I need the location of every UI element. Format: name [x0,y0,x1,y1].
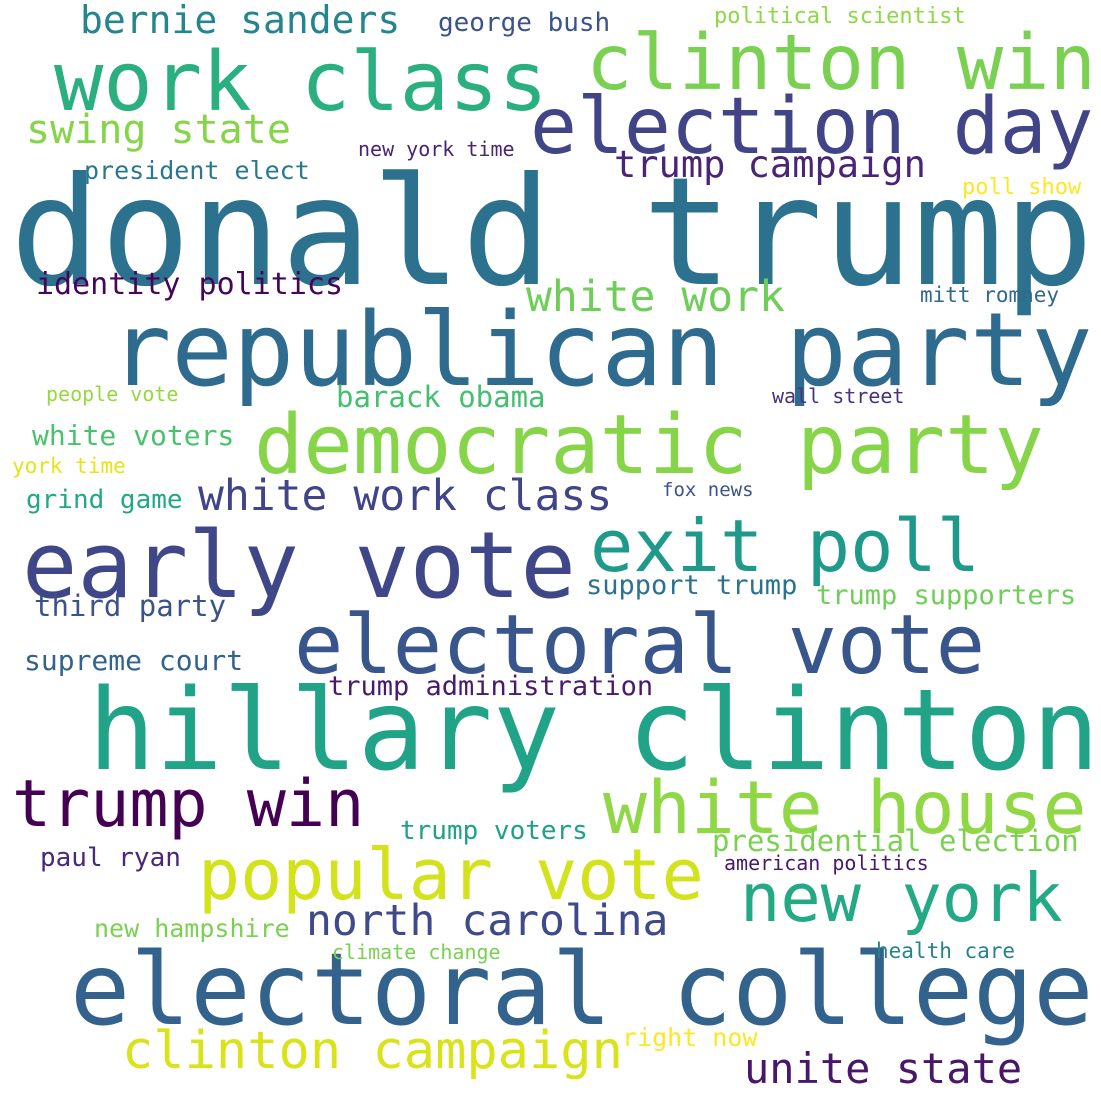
word: new york time [358,137,515,161]
word: grind game [26,485,183,515]
word: swing state [26,107,291,153]
word: new york [740,859,1063,937]
word: exit poll [590,504,981,588]
word: fox news [662,479,754,501]
word: supreme court [24,644,244,677]
word: trump supporters [816,580,1077,611]
word: hillary clinton [88,666,1100,796]
word: white house [603,766,1087,851]
word: unite state [744,1044,1023,1093]
word: clinton campaign [122,1021,623,1081]
word: work class [54,35,548,130]
word: american politics [724,851,929,875]
word: trump win [12,767,365,842]
word: trump administration [328,671,654,702]
word: early vote [22,512,576,619]
word: electoral vote [294,598,986,693]
word: climate change [332,940,501,964]
word: george bush [438,8,611,38]
word: white work class [198,471,613,521]
word: white voters [32,419,235,452]
word: presidential election [712,824,1079,858]
word: poll show [962,175,1082,200]
word: wall street [772,384,905,408]
word: paul ryan [40,843,181,873]
word: election day [530,82,1094,172]
word: republican party [110,291,1093,410]
word: clinton win [586,19,1096,108]
word: barack obama [336,380,546,414]
word: people vote [46,382,179,406]
word: trump voters [400,816,588,846]
word: democratic party [254,398,1044,493]
word: new hampshire [94,914,290,943]
word: york time [12,454,126,478]
word: donald trump [10,146,1094,320]
word: third party [34,589,227,623]
word: health care [876,939,1016,963]
word: popular vote [198,834,704,916]
word: mitt romney [920,283,1060,307]
word: right now [622,1023,758,1052]
word: north carolina [306,896,669,946]
word: white work [526,272,785,322]
word: support trump [586,570,798,601]
word: electoral college [70,931,1094,1048]
word: bernie sanders [80,0,401,42]
word: political scientist [714,4,966,29]
word: identity politics [36,267,344,302]
word: trump campaign [614,143,926,186]
word: president elect [84,156,310,185]
